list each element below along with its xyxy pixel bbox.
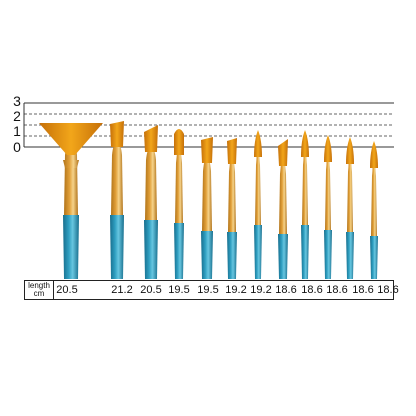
length-value: 19.5: [168, 284, 190, 296]
length-value: 18.6: [301, 284, 323, 296]
brush-12-round: [370, 141, 378, 279]
length-header-label: length: [28, 281, 50, 290]
brush-bristles: [254, 130, 262, 157]
brush-ferrule: [228, 162, 236, 232]
scale-label-2: 2: [13, 108, 21, 124]
brush-handle: [301, 225, 309, 279]
brush-5-flat: [201, 137, 213, 279]
brush-ferrule: [175, 153, 183, 223]
length-value: 20.5: [56, 284, 78, 296]
length-values-row: 20.5 21.2 20.5 19.5 19.5 19.2 19.2 18.6 …: [54, 281, 398, 299]
brush-ferrule: [64, 145, 78, 215]
brush-bristles: [278, 139, 288, 166]
brush-handle: [227, 232, 237, 279]
brush-ferrule: [111, 145, 123, 215]
brush-bristles: [110, 121, 124, 147]
length-table-header: length cm: [25, 281, 54, 299]
length-value: 19.2: [250, 284, 272, 296]
brush-handle: [324, 230, 332, 279]
brush-ferrule: [325, 160, 331, 230]
brush-handle: [370, 236, 378, 279]
brush-handle: [144, 220, 158, 279]
brush-ferrule-crimp: [63, 160, 79, 168]
brush-ferrule: [255, 155, 261, 225]
brush-2-flat: [110, 121, 124, 279]
length-value: 21.2: [111, 284, 133, 296]
brush-handle: [201, 231, 213, 279]
brush-11-round: [346, 137, 354, 279]
brush-bristles: [39, 123, 103, 155]
length-value: 18.6: [377, 284, 399, 296]
brush-bristles: [201, 137, 213, 163]
brush-1-fan: [39, 123, 103, 279]
brush-10-round: [324, 135, 332, 279]
brush-ferrule: [347, 162, 353, 232]
scale-label-1: 1: [13, 123, 21, 139]
brush-9-round: [301, 130, 309, 279]
brush-3-angled: [144, 125, 158, 279]
length-value: 18.6: [275, 284, 297, 296]
brush-handle: [278, 234, 288, 279]
brush-bristles: [346, 137, 354, 164]
brush-bristles: [227, 138, 237, 164]
brush-bristles: [301, 130, 309, 157]
brush-8-angled: [278, 139, 288, 279]
length-table: length cm 20.5 21.2 20.5 19.5 19.5 19.2 …: [24, 280, 399, 300]
brush-ferrule: [202, 161, 212, 231]
brush-handle: [254, 225, 262, 279]
brush-handle: [174, 223, 184, 279]
brush-4-filbert: [174, 129, 184, 279]
length-value: 18.6: [326, 284, 348, 296]
brush-handle: [110, 215, 124, 279]
brush-ferrule: [371, 166, 377, 236]
length-value: 18.6: [352, 284, 374, 296]
brush-ferrule: [145, 150, 157, 220]
brush-handle: [63, 215, 79, 279]
brush-bristles: [174, 129, 184, 155]
brush-bristles: [144, 125, 158, 152]
brush-bristles: [370, 141, 378, 168]
length-value: 19.5: [197, 284, 219, 296]
brush-handle: [346, 232, 354, 279]
length-value: 19.2: [225, 284, 247, 296]
scale-label-3: 3: [13, 93, 21, 109]
brush-7-round: [254, 130, 262, 279]
length-value: 20.5: [140, 284, 162, 296]
brush-ferrule: [279, 164, 287, 234]
unit-header-label: cm: [33, 289, 45, 298]
scale-label-0: 0: [13, 139, 21, 155]
brush-ferrule: [302, 155, 308, 225]
brush-bristles: [324, 135, 332, 162]
brush-6-flat: [227, 138, 237, 279]
